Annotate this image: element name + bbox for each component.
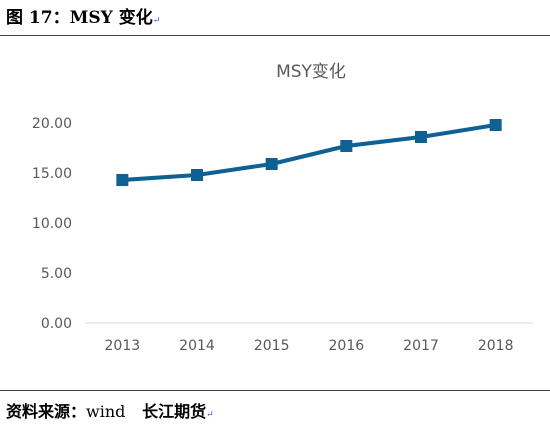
x-tick-label: 2013	[105, 338, 141, 354]
source-prefix: 资料来源：	[6, 402, 87, 421]
series-line	[122, 123, 496, 182]
data-point-marker	[116, 174, 129, 186]
y-tick-label: 5.00	[41, 266, 72, 282]
return-mark-icon: ↵	[206, 410, 214, 420]
source-org: 长江期货	[142, 402, 207, 421]
y-tick-label: 10.00	[32, 216, 72, 232]
bottom-rule	[0, 390, 550, 391]
x-tick-label: 2018	[478, 338, 514, 354]
source-note: 资料来源：wind 长江期货↵	[6, 398, 214, 422]
x-tick-label: 2014	[179, 338, 215, 354]
data-point-marker	[415, 131, 427, 143]
y-tick-label: 15.00	[32, 166, 72, 182]
y-tick-label: 20.00	[32, 116, 72, 132]
figure-title-text: 图 17：MSY 变化	[6, 8, 153, 28]
x-tick-label: 2015	[254, 338, 290, 354]
msy-line-chart: MSY变化 0.00 5.00 10.00 15.00 20.00 2013 2014 20…	[32, 62, 533, 354]
x-tick-label: 2016	[329, 338, 365, 354]
chart-title: MSY变化	[276, 62, 346, 82]
top-rule	[0, 35, 550, 36]
x-tick-label: 2017	[403, 338, 439, 354]
data-point-marker	[265, 158, 278, 170]
return-mark-icon: ↵	[152, 16, 161, 26]
figure-title: 图 17：MSY 变化↵	[6, 3, 160, 28]
source-name: wind	[86, 402, 126, 421]
data-point-marker	[489, 119, 502, 131]
y-tick-label: 0.00	[41, 316, 72, 332]
data-point-marker	[340, 140, 353, 152]
data-point-marker	[191, 169, 203, 181]
